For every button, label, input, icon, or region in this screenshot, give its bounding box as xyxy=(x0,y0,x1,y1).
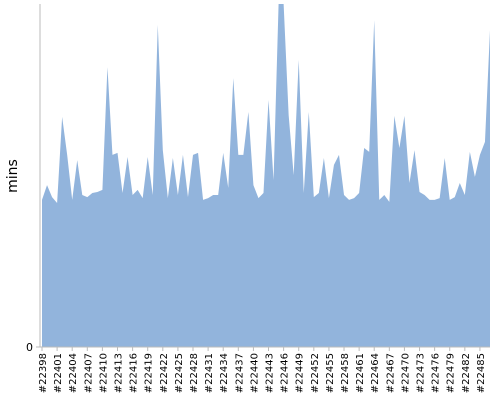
x-tick-label: #22410 xyxy=(98,353,109,393)
x-tick-label: #22455 xyxy=(325,353,336,393)
x-tick-label: #22434 xyxy=(219,353,230,393)
x-tick-label: #22401 xyxy=(53,353,64,393)
x-tick-label: #22449 xyxy=(295,353,306,393)
x-tick-label: #22407 xyxy=(83,353,94,393)
x-tick-label: #22479 xyxy=(446,353,457,393)
x-tick-label: #22458 xyxy=(340,353,351,393)
x-tick-label: #22464 xyxy=(370,353,381,393)
x-tick-label: #22431 xyxy=(204,353,215,393)
x-tick-label: #22437 xyxy=(234,353,245,393)
x-tick-label: #22425 xyxy=(174,353,185,393)
x-tick-label: #22470 xyxy=(400,353,411,393)
y-axis-label: mins xyxy=(5,159,21,193)
x-tick-label: #22398 xyxy=(38,353,49,393)
x-tick-label: #22416 xyxy=(129,353,140,393)
x-tick-label: #22473 xyxy=(416,353,427,393)
x-tick-label: #22446 xyxy=(280,353,291,393)
x-tick-label: #22476 xyxy=(431,353,442,393)
x-tick-label: #22440 xyxy=(249,353,260,393)
y-tick-label: 0 xyxy=(26,341,33,354)
x-tick-label: #22422 xyxy=(159,353,170,393)
x-tick-label: #22467 xyxy=(385,353,396,393)
x-tick-label: #22443 xyxy=(265,353,276,393)
area xyxy=(42,4,490,347)
x-tick-label: #22452 xyxy=(310,353,321,393)
x-tick-label: #22482 xyxy=(461,353,472,393)
x-tick-label: #22428 xyxy=(189,353,200,393)
x-tick-label: #22485 xyxy=(476,353,487,393)
x-tick-label: #22461 xyxy=(355,353,366,393)
x-tick-label: #22404 xyxy=(68,353,79,393)
x-tick-label: #22413 xyxy=(114,353,125,393)
x-tick-label: #22419 xyxy=(144,353,155,393)
